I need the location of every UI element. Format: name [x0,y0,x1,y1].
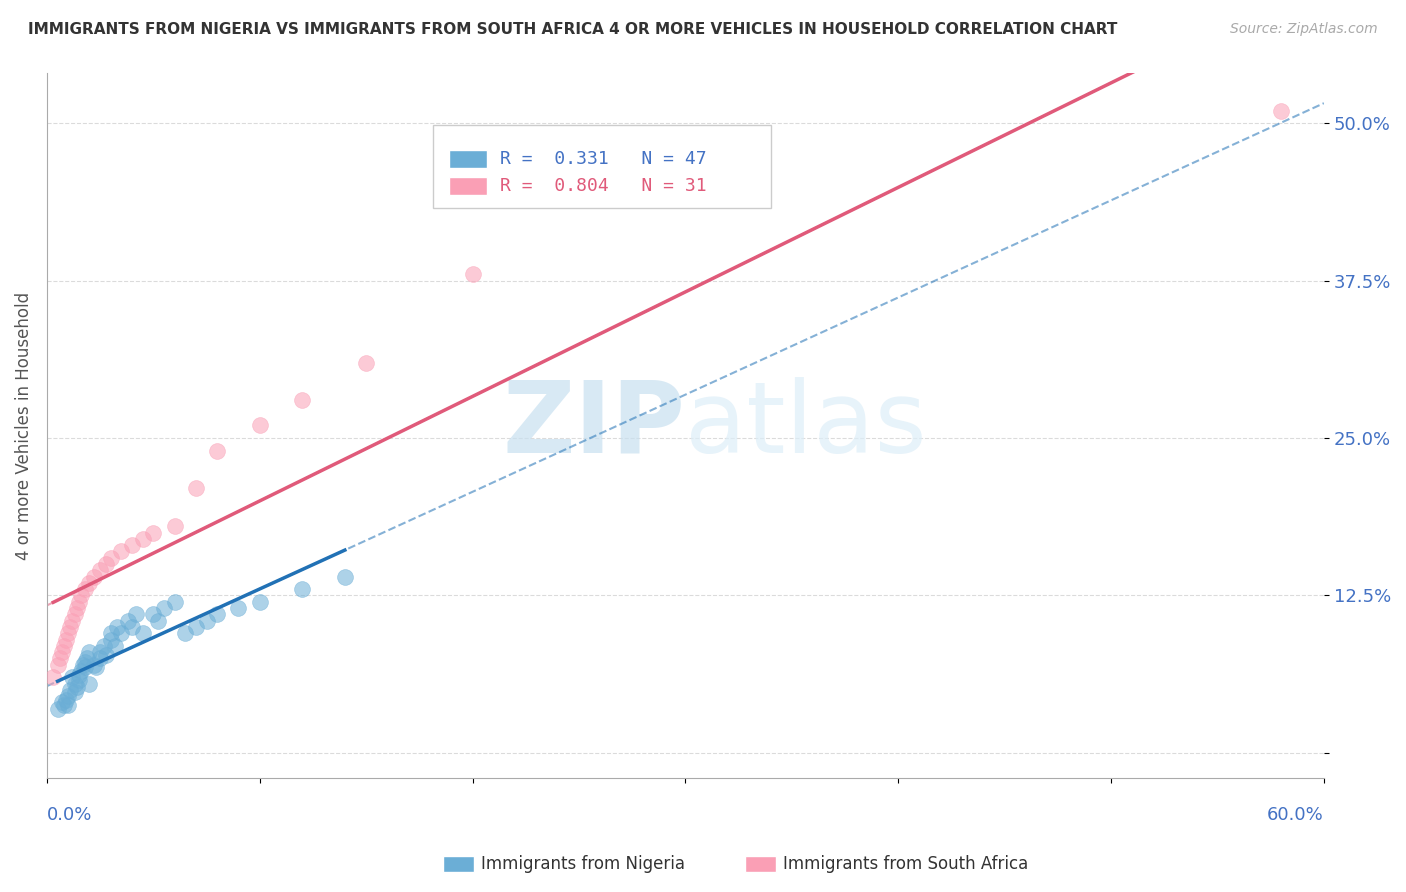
Point [249,418,271,433]
Point [228,601,250,615]
Point [100,632,122,647]
Point [48,651,70,665]
Point [174,626,197,640]
Point [117,614,139,628]
Point [121,620,143,634]
Point [62,670,84,684]
Point [110,544,132,558]
Point [55,693,77,707]
Point [56,626,79,640]
Point [100,626,122,640]
Point [51,696,73,710]
Text: atlas: atlas [685,377,927,474]
Text: 60.0%: 60.0% [1267,806,1324,824]
Point [46,657,69,672]
Point [52,698,75,712]
Text: Immigrants from Nigeria: Immigrants from Nigeria [481,855,685,873]
FancyBboxPatch shape [433,125,770,209]
Point [59,682,82,697]
Point [142,525,165,540]
Point [205,443,228,458]
Y-axis label: 4 or more Vehicles in Household: 4 or more Vehicles in Household [15,292,32,559]
Point [89,651,111,665]
Text: R =  0.331   N = 47: R = 0.331 N = 47 [501,150,707,168]
Point [354,355,377,369]
Point [72,657,94,672]
Point [59,620,82,634]
Point [55,632,77,647]
Point [195,614,218,628]
FancyBboxPatch shape [449,150,488,169]
Text: R =  0.804   N = 31: R = 0.804 N = 31 [501,177,707,194]
Point [184,620,207,634]
Point [100,550,122,565]
Text: IMMIGRANTS FROM NIGERIA VS IMMIGRANTS FROM SOUTH AFRICA 4 OR MORE VEHICLES IN HO: IMMIGRANTS FROM NIGERIA VS IMMIGRANTS FR… [28,22,1118,37]
Point [79,645,101,659]
Point [291,393,314,408]
Point [125,607,148,622]
Point [131,626,153,640]
Point [46,702,69,716]
Point [75,660,97,674]
Point [42,670,65,684]
Point [67,595,90,609]
Point [184,482,207,496]
Point [93,639,115,653]
Point [83,657,105,672]
Point [291,582,314,596]
Point [461,268,484,282]
Point [79,676,101,690]
Point [67,667,90,681]
Point [131,532,153,546]
Point [67,673,90,687]
Point [63,607,86,622]
Point [146,614,169,628]
Point [62,614,84,628]
Point [96,648,118,662]
Point [105,620,128,634]
Text: Immigrants from South Africa: Immigrants from South Africa [783,855,1028,873]
Point [66,601,89,615]
Point [110,626,132,640]
Point [75,655,97,669]
Point [121,538,143,552]
Point [205,607,228,622]
Point [66,681,89,695]
Point [52,639,75,653]
Point [104,639,127,653]
Point [70,589,93,603]
Point [79,575,101,590]
Point [56,698,79,712]
Point [163,519,186,533]
Point [63,685,86,699]
Point [1270,103,1292,118]
Point [83,569,105,583]
Point [142,607,165,622]
Text: ZIP: ZIP [502,377,685,474]
Point [75,582,97,596]
Text: 0.0%: 0.0% [46,806,93,824]
Point [89,563,111,577]
Point [333,569,356,583]
Point [76,651,98,665]
Point [89,645,111,659]
Point [63,676,86,690]
Point [56,689,79,703]
Text: Source: ZipAtlas.com: Source: ZipAtlas.com [1230,22,1378,37]
Point [249,595,271,609]
Point [51,645,73,659]
Point [84,660,107,674]
Point [163,595,186,609]
Point [70,664,93,678]
Point [153,601,176,615]
Point [96,557,118,571]
FancyBboxPatch shape [449,177,488,195]
